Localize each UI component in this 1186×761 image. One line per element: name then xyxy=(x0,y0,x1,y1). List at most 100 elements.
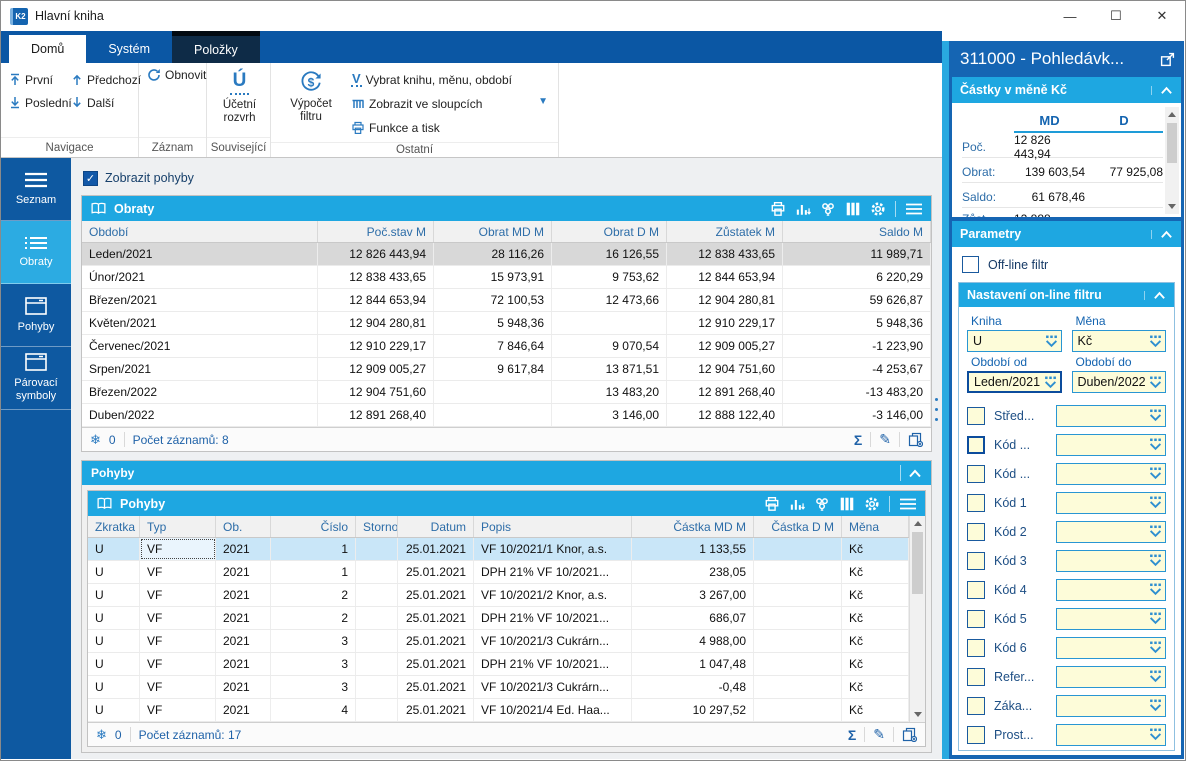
column-header[interactable]: Měna xyxy=(842,516,909,537)
print-icon[interactable] xyxy=(764,496,780,512)
table-row[interactable]: Březen/2022 12 904 751,60 13 483,20 12 8… xyxy=(82,381,931,404)
select-book-button[interactable]: V Vybrat knihu, měnu, období xyxy=(351,71,512,87)
scrollbar-track[interactable] xyxy=(910,531,925,707)
refresh-button[interactable]: Obnovit xyxy=(147,68,206,82)
table-row[interactable]: U VF 2021 3 25.01.2021 VF 10/2021/3 Cukr… xyxy=(88,630,909,653)
column-header[interactable]: Zkratka xyxy=(88,516,140,537)
table-row[interactable]: Duben/2022 12 891 268,40 3 146,00 12 888… xyxy=(82,404,931,427)
dropdown-caret-icon[interactable]: ▼ xyxy=(538,96,548,107)
sidebar-item-seznam[interactable]: Seznam xyxy=(1,158,71,221)
dropdown-icon[interactable] xyxy=(1149,438,1162,451)
filter-dropdown-field[interactable] xyxy=(1056,607,1166,630)
dropdown-icon[interactable] xyxy=(1149,641,1162,654)
first-button[interactable]: První xyxy=(9,73,71,87)
sum-icon[interactable]: Σ xyxy=(853,431,863,448)
collapse-chevron-icon[interactable] xyxy=(1151,229,1173,239)
scrollbar-thumb[interactable] xyxy=(912,532,923,594)
dropdown-icon[interactable] xyxy=(1149,409,1162,422)
table-row[interactable]: U VF 2021 3 25.01.2021 DPH 21% VF 10/202… xyxy=(88,653,909,676)
scrollbar-thumb[interactable] xyxy=(1167,123,1177,163)
dropdown-icon[interactable] xyxy=(1149,335,1162,348)
table-row[interactable]: Březen/2021 12 844 653,94 72 100,53 12 4… xyxy=(82,289,931,312)
filter-checkbox[interactable] xyxy=(967,609,985,628)
sidebar-item-pohyby[interactable]: Pohyby xyxy=(1,284,71,347)
filter-dropdown-field[interactable] xyxy=(1056,665,1166,688)
pohyby-panel-header[interactable]: Pohyby xyxy=(82,461,931,485)
column-header[interactable]: Ob. xyxy=(216,516,271,537)
prev-button[interactable]: Předchozí xyxy=(71,73,145,87)
vertical-scrollbar[interactable] xyxy=(1165,107,1179,214)
filter-dropdown-field[interactable]: Kč xyxy=(1071,330,1166,352)
parametry-section-header[interactable]: Parametry xyxy=(952,221,1181,247)
column-header[interactable]: Saldo M xyxy=(783,221,931,242)
collapse-chevron-icon[interactable] xyxy=(908,469,922,478)
table-row[interactable]: Leden/2021 12 826 443,94 28 116,26 16 12… xyxy=(82,243,931,266)
amounts-section-header[interactable]: Částky v měně Kč xyxy=(952,77,1181,103)
filter-checkbox[interactable] xyxy=(967,464,985,483)
last-button[interactable]: Poslední xyxy=(9,96,72,110)
frozen-filter-icon[interactable]: ❄ xyxy=(90,431,101,447)
table-row[interactable]: U VF 2021 2 25.01.2021 DPH 21% VF 10/202… xyxy=(88,607,909,630)
dropdown-icon[interactable] xyxy=(1149,699,1162,712)
dropdown-icon[interactable] xyxy=(1149,376,1162,389)
table-menu-icon[interactable] xyxy=(899,497,917,511)
tab-domu[interactable]: Domů xyxy=(9,35,87,63)
sidebar-item-parovaci-symboly[interactable]: Párovací symboly xyxy=(1,347,71,410)
dropdown-icon[interactable] xyxy=(1149,612,1162,625)
table-row[interactable]: U VF 2021 1 25.01.2021 VF 10/2021/1 Knor… xyxy=(88,538,909,561)
dropdown-icon[interactable] xyxy=(1149,554,1162,567)
filter-dropdown-field[interactable] xyxy=(1056,636,1166,659)
collapse-chevron-icon[interactable] xyxy=(1151,85,1173,95)
table-row[interactable]: U VF 2021 2 25.01.2021 VF 10/2021/2 Knor… xyxy=(88,584,909,607)
table-row[interactable]: Srpen/2021 12 909 005,27 9 617,84 13 871… xyxy=(82,358,931,381)
dropdown-icon[interactable] xyxy=(1149,670,1162,683)
filter-dropdown-field[interactable] xyxy=(1056,491,1166,514)
table-row[interactable]: U VF 2021 3 25.01.2021 VF 10/2021/3 Cukr… xyxy=(88,676,909,699)
scroll-up-button[interactable] xyxy=(910,516,925,531)
filter-dropdown-field[interactable] xyxy=(1056,549,1166,572)
filter-checkbox[interactable] xyxy=(967,551,985,570)
grouping-icon[interactable] xyxy=(814,496,830,512)
frozen-filter-icon[interactable]: ❄ xyxy=(96,726,107,742)
filter-checkbox[interactable] xyxy=(967,435,985,454)
accounting-chart-button[interactable]: Ú Účetní rozvrh xyxy=(222,70,257,124)
filter-checkbox[interactable] xyxy=(967,522,985,541)
offline-filter-checkbox[interactable] xyxy=(962,256,979,273)
dropdown-icon[interactable] xyxy=(1149,467,1162,480)
edit-icon[interactable]: ✎ xyxy=(879,431,891,447)
dropdown-icon[interactable] xyxy=(1044,376,1057,389)
filter-checkbox[interactable] xyxy=(967,638,985,657)
collapse-chevron-icon[interactable] xyxy=(1144,290,1166,300)
filter-checkbox[interactable] xyxy=(967,725,985,744)
column-header[interactable]: Poč.stav M xyxy=(318,221,434,242)
print-icon[interactable] xyxy=(770,201,786,217)
column-header[interactable]: Typ xyxy=(140,516,216,537)
dropdown-icon[interactable] xyxy=(1149,728,1162,741)
filter-dropdown-field[interactable] xyxy=(1056,694,1166,717)
columns-icon[interactable] xyxy=(839,496,855,512)
tab-polozky[interactable]: Položky xyxy=(172,31,260,63)
settings-gear-icon[interactable] xyxy=(870,201,886,217)
column-header[interactable]: Období xyxy=(82,221,318,242)
online-filter-header[interactable]: Nastavení on-line filtru xyxy=(959,283,1174,307)
copy-record-icon[interactable] xyxy=(902,727,917,742)
table-row[interactable]: U VF 2021 1 25.01.2021 DPH 21% VF 10/202… xyxy=(88,561,909,584)
filter-dropdown-field[interactable] xyxy=(1056,723,1166,746)
column-header[interactable]: Storno xyxy=(356,516,398,537)
sidebar-item-obraty[interactable]: Obraty xyxy=(1,221,71,284)
edit-icon[interactable]: ✎ xyxy=(873,726,885,742)
filter-checkbox[interactable] xyxy=(967,696,985,715)
filter-checkbox[interactable] xyxy=(967,493,985,512)
sum-icon[interactable]: Σ xyxy=(847,726,857,743)
grouping-icon[interactable] xyxy=(820,201,836,217)
column-header[interactable]: Číslo xyxy=(271,516,356,537)
vertical-scrollbar[interactable] xyxy=(909,516,925,722)
columns-icon[interactable] xyxy=(845,201,861,217)
scroll-down-button[interactable] xyxy=(1165,199,1179,214)
show-columns-button[interactable]: Zobrazit ve sloupcích xyxy=(351,92,552,116)
settings-gear-icon[interactable] xyxy=(864,496,880,512)
dropdown-icon[interactable] xyxy=(1149,496,1162,509)
filter-dropdown-field[interactable]: Leden/2021 xyxy=(967,371,1062,393)
table-menu-icon[interactable] xyxy=(905,202,923,216)
vertical-splitter[interactable] xyxy=(942,41,949,759)
